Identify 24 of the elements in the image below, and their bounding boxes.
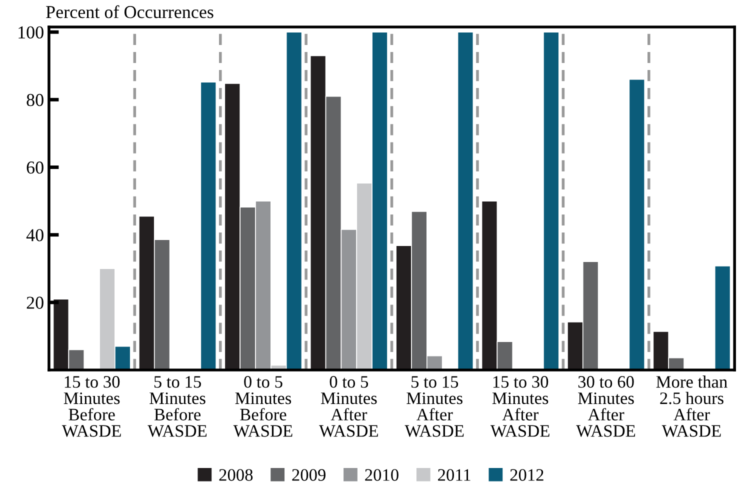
x-tick-label: 15 to 30 Minutes Before WASDE xyxy=(62,376,121,437)
y-tick-label: 40 xyxy=(26,229,44,242)
x-tick-label: 0 to 5 Minutes Before WASDE xyxy=(233,376,292,437)
y-tick-label: 60 xyxy=(26,162,44,174)
x-tick-label: 30 to 60 Minutes After WASDE xyxy=(576,376,636,437)
y-axis-title: Percent of Occurrences xyxy=(46,5,214,18)
x-tick-label: 15 to 30 Minutes After WASDE xyxy=(490,376,550,437)
x-tick-label: 5 to 15 Minutes After WASDE xyxy=(404,376,464,437)
y-tick-label: 20 xyxy=(26,296,44,309)
legend-label: 2012 xyxy=(510,469,544,481)
bar xyxy=(457,32,474,370)
legend-label: 2011 xyxy=(438,469,470,481)
bar xyxy=(628,78,646,370)
x-tick-label: 0 to 5 Minutes After WASDE xyxy=(319,376,378,437)
legend-label: 2009 xyxy=(292,469,326,481)
legend-label: 2010 xyxy=(365,469,398,481)
y-tick-label: 100 xyxy=(18,26,44,39)
x-tick-label: More than 2.5 hours After WASDE xyxy=(656,376,728,437)
bar xyxy=(200,82,217,370)
bar xyxy=(714,265,731,370)
bar xyxy=(543,32,560,370)
legend-label: 2008 xyxy=(219,469,253,481)
x-tick-label: 5 to 15 Minutes Before WASDE xyxy=(148,376,207,437)
y-tick-label: 80 xyxy=(26,94,44,106)
